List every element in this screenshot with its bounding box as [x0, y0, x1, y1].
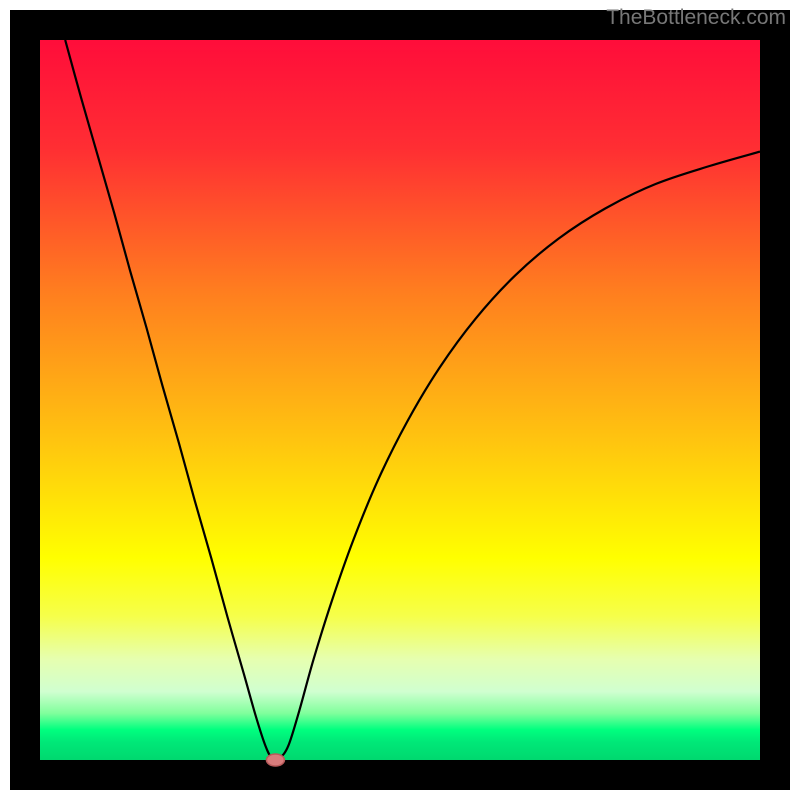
watermark-text: TheBottleneck.com	[606, 6, 786, 30]
gradient-background	[40, 40, 760, 760]
chart-container: TheBottleneck.com	[0, 0, 800, 800]
optimal-point-marker	[266, 754, 284, 766]
bottleneck-chart	[0, 0, 800, 800]
